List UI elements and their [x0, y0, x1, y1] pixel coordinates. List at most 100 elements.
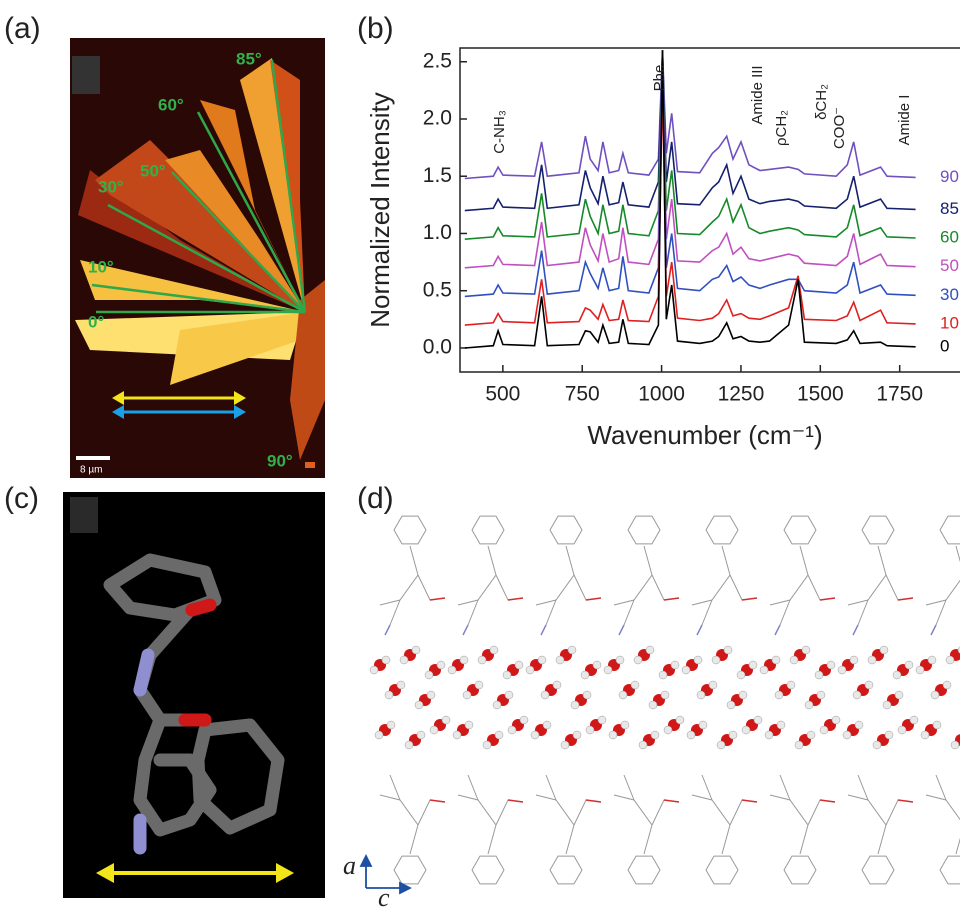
peak-annotation: C-NH₃ — [491, 110, 508, 154]
spectrum-line — [465, 50, 916, 210]
water-hydrogen — [777, 721, 785, 729]
panel-d-structure — [370, 516, 960, 884]
water-hydrogen — [873, 741, 881, 749]
water-hydrogen — [739, 691, 747, 699]
water-hydrogen — [437, 661, 445, 669]
panel-label: (d) — [357, 482, 394, 515]
water-hydrogen — [397, 681, 405, 689]
carboxyl — [664, 598, 679, 600]
water-hydrogen — [729, 731, 737, 739]
water-hydrogen — [754, 716, 762, 724]
water-hydrogen — [699, 721, 707, 729]
molecule-frame — [614, 775, 679, 854]
panel-label: (c) — [4, 482, 39, 515]
carboxyl — [664, 800, 679, 802]
water-hydrogen — [503, 671, 511, 679]
figure: (a) (b) (c) (d) 85° 60° 50° 30° 10° — [0, 0, 960, 912]
water-hydrogen — [634, 656, 642, 664]
amine — [931, 625, 936, 635]
water-hydrogen — [895, 691, 903, 699]
ring — [706, 516, 738, 544]
ring — [706, 856, 738, 884]
water-hydrogen — [712, 656, 720, 664]
legend-label: 0 — [940, 336, 949, 355]
molecule-frame — [926, 775, 960, 854]
water-hydrogen — [465, 721, 473, 729]
panel-c-image — [63, 492, 325, 898]
water-hydrogen — [453, 731, 461, 739]
carboxyl — [820, 800, 835, 802]
water-hydrogen — [531, 731, 539, 739]
water-hydrogen — [442, 716, 450, 724]
carboxyl — [586, 598, 601, 600]
water-hydrogen — [931, 691, 939, 699]
amine — [775, 625, 780, 635]
x-tick-label: 1500 — [797, 383, 844, 406]
water-hydrogen — [933, 721, 941, 729]
ring — [628, 856, 660, 884]
water-hydrogen — [375, 731, 383, 739]
molecule-frame — [926, 546, 960, 625]
water-hydrogen — [697, 691, 705, 699]
water-hydrogen — [807, 731, 815, 739]
water-hydrogen — [659, 671, 667, 679]
y-axis-label: Normalized Intensity — [365, 92, 395, 328]
legend-label: 85 — [940, 199, 959, 218]
water-hydrogen — [827, 661, 835, 669]
amine — [853, 625, 858, 635]
water-hydrogen — [855, 721, 863, 729]
carboxyl — [742, 598, 757, 600]
angle-label: 0° — [88, 312, 104, 331]
x-tick-label: 1250 — [718, 383, 765, 406]
water-hydrogen — [664, 726, 672, 734]
water-hydrogen — [649, 701, 657, 709]
spectrum-line — [465, 50, 916, 239]
molecule-frame — [848, 775, 913, 854]
molecule-frame — [848, 546, 913, 625]
molecule-frame — [692, 775, 757, 854]
water-hydrogen — [772, 656, 780, 664]
ring — [784, 856, 816, 884]
ring — [550, 516, 582, 544]
amine — [463, 625, 468, 635]
x-tick-label: 750 — [565, 383, 600, 406]
water-hydrogen — [905, 661, 913, 669]
water-hydrogen — [727, 701, 735, 709]
water-hydrogen — [593, 661, 601, 669]
angle-label: 60° — [158, 95, 184, 114]
water-hydrogen — [490, 646, 498, 654]
x-tick-label: 500 — [485, 383, 520, 406]
water-hydrogen — [415, 701, 423, 709]
water-hydrogen — [820, 726, 828, 734]
water-hydrogen — [843, 731, 851, 739]
water-hydrogen — [543, 721, 551, 729]
water-hydrogen — [495, 731, 503, 739]
water-hydrogen — [737, 671, 745, 679]
water-hydrogen — [853, 691, 861, 699]
legend-label: 30 — [940, 285, 959, 304]
water-hydrogen — [951, 741, 959, 749]
panel-label: (b) — [357, 12, 394, 45]
amine — [541, 625, 546, 635]
water-hydrogen — [385, 691, 393, 699]
scale-bar-label: 8 µm — [80, 465, 102, 476]
angle-label: 85° — [236, 49, 262, 68]
water-hydrogen — [568, 646, 576, 654]
water-hydrogen — [631, 681, 639, 689]
molecule-frame — [614, 546, 679, 625]
molecule-frame — [536, 775, 601, 854]
water-hydrogen — [682, 666, 690, 674]
water-hydrogen — [868, 656, 876, 664]
spectra-plot: 0.00.51.01.52.02.55007501000125015001750… — [423, 49, 959, 405]
water-hydrogen — [946, 656, 954, 664]
water-hydrogen — [571, 701, 579, 709]
y-tick-label: 2.0 — [423, 107, 452, 130]
peak-annotation: Amide III — [749, 65, 766, 124]
water-hydrogen — [742, 726, 750, 734]
water-hydrogen — [671, 661, 679, 669]
water-hydrogen — [581, 671, 589, 679]
panel-label: (a) — [4, 12, 41, 45]
water-hydrogen — [526, 666, 534, 674]
water-hydrogen — [478, 656, 486, 664]
water-hydrogen — [838, 666, 846, 674]
